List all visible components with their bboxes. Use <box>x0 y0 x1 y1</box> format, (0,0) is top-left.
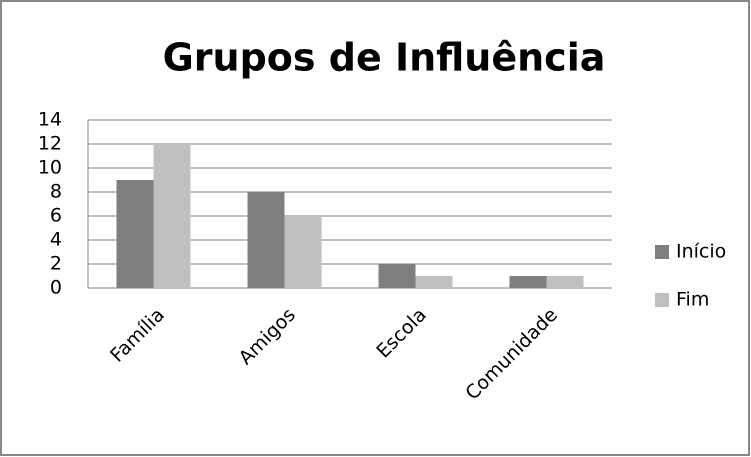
legend-swatch <box>655 245 669 259</box>
y-tick-label: 2 <box>50 253 62 275</box>
y-tick-label: 6 <box>50 205 62 227</box>
bar <box>378 264 416 288</box>
bar <box>153 144 191 288</box>
legend-label: Fim <box>676 289 709 311</box>
y-tick-label: 12 <box>38 133 62 155</box>
bar <box>415 276 453 288</box>
y-tick-label: 0 <box>50 277 62 299</box>
y-tick-label: 10 <box>38 157 62 179</box>
bar <box>284 216 322 288</box>
bar <box>247 192 285 288</box>
legend-swatch <box>655 293 669 307</box>
bar <box>546 276 584 288</box>
chart-title: Grupos de Influência <box>163 36 606 80</box>
y-tick-label: 8 <box>50 181 62 203</box>
y-tick-label: 14 <box>38 109 62 131</box>
y-tick-label: 4 <box>50 229 62 251</box>
bar <box>509 276 547 288</box>
legend-label: Início <box>676 241 726 263</box>
bar <box>116 180 154 288</box>
